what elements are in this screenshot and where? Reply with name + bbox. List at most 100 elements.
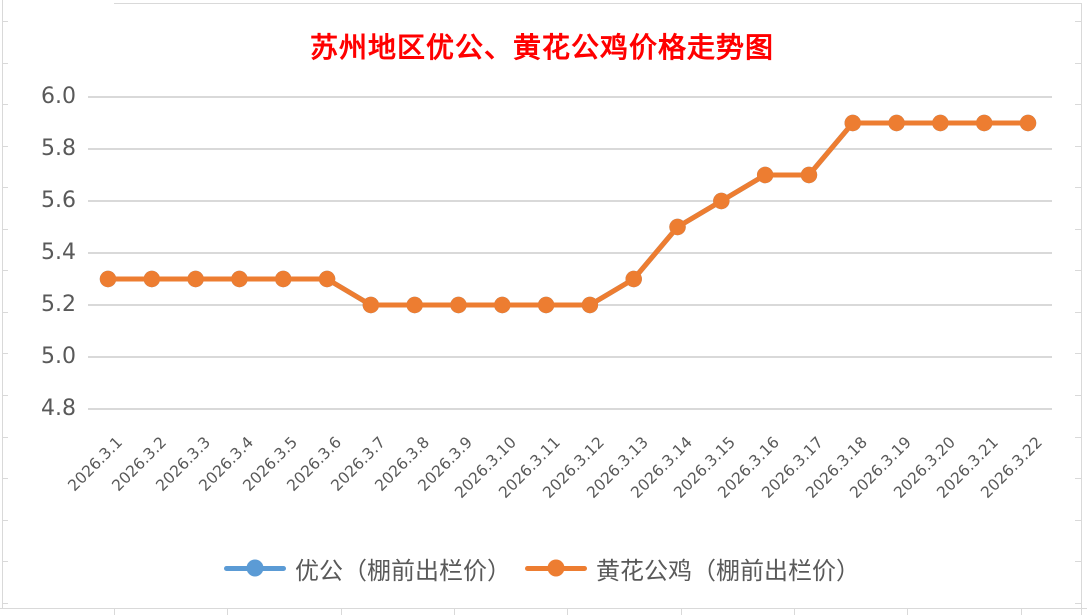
worksheet-row-tick (1075, 561, 1081, 562)
data-point-marker (275, 270, 292, 288)
plot-gridline (88, 304, 1052, 306)
plot-gridline (88, 96, 1052, 98)
data-point-marker (275, 270, 292, 288)
worksheet-row-tick (3, 187, 8, 188)
worksheet-row-tick (3, 395, 8, 396)
data-point-marker (99, 270, 117, 288)
worksheet-row-tick (1075, 478, 1081, 479)
worksheet-row-tick (3, 478, 8, 479)
data-point-marker (800, 166, 818, 184)
data-point-marker (669, 218, 686, 236)
worksheet-column-tick (907, 609, 908, 615)
worksheet-row-tick (3, 229, 8, 230)
chart-title: 苏州地区优公、黄花公鸡价格走势图 (309, 31, 774, 64)
series-line-0 (105, 120, 1031, 308)
data-point-marker (231, 270, 248, 288)
data-point-marker (318, 270, 336, 288)
worksheet-row-tick (1075, 395, 1081, 396)
legend-line-sample-orange (525, 559, 587, 577)
data-point-marker (625, 270, 642, 288)
data-point-marker (143, 270, 161, 288)
data-point-marker (187, 270, 204, 288)
legend-item-yougong[interactable]: 优公（棚前出栏价） (224, 551, 511, 586)
chart-border-bottom (0, 608, 1087, 609)
data-point-marker (669, 218, 686, 236)
data-point-marker (756, 166, 774, 184)
worksheet-column-tick (454, 609, 455, 615)
worksheet-row-tick (3, 104, 8, 105)
data-point-marker (318, 270, 336, 288)
worksheet-row-tick (3, 21, 8, 22)
chart-border-left (2, 0, 3, 608)
worksheet-column-tick (1021, 609, 1022, 615)
worksheet-row-tick (1075, 146, 1081, 147)
worksheet-column-tick (114, 609, 115, 615)
worksheet-column-tick (341, 609, 342, 615)
series-line-1 (105, 120, 1031, 308)
worksheet-row-tick (3, 561, 8, 562)
data-point-marker (625, 270, 642, 288)
legend-item-huanghua-gongji[interactable]: 黄花公鸡（棚前出栏价） (525, 551, 860, 586)
y-axis-tick-label: 4.8 (41, 396, 76, 421)
legend-marker-dot (547, 559, 565, 577)
worksheet-row-tick (1075, 187, 1081, 188)
data-point-marker (756, 166, 774, 184)
worksheet-row-tick (3, 63, 8, 64)
y-axis-tick-label: 5.0 (41, 344, 76, 369)
legend-label-yougong: 优公（棚前出栏价） (295, 556, 511, 585)
worksheet-row-tick (1075, 104, 1081, 105)
y-axis-tick-label: 5.2 (41, 292, 76, 317)
worksheet-column-tick (794, 609, 795, 615)
worksheet-row-tick (1075, 437, 1081, 438)
data-point-marker (231, 270, 248, 288)
worksheet-row-tick (3, 353, 8, 354)
plot-gridline (88, 148, 1052, 150)
worksheet-row-tick (1075, 270, 1081, 271)
plot-gridline (88, 408, 1052, 410)
plot-gridline (88, 200, 1052, 202)
data-point-marker (932, 114, 949, 132)
data-point-marker (1019, 114, 1037, 132)
data-point-marker (975, 114, 993, 132)
worksheet-row-tick (3, 270, 8, 271)
worksheet-row-tick (1075, 603, 1081, 604)
data-point-marker (844, 114, 861, 132)
worksheet-row-tick (1075, 312, 1081, 313)
data-point-marker (187, 270, 204, 288)
legend-label-huanghua-gongji: 黄花公鸡（棚前出栏价） (596, 556, 860, 585)
legend: 优公（棚前出栏价） 黄花公鸡（棚前出栏价） (2, 551, 1082, 585)
chart-border-top (114, 3, 1082, 4)
data-point-marker (932, 114, 949, 132)
y-axis-tick-label: 5.8 (41, 136, 76, 161)
worksheet-row-tick (3, 437, 8, 438)
data-point-marker (99, 270, 117, 288)
y-axis-tick-label: 6.0 (41, 84, 76, 109)
data-point-marker (143, 270, 161, 288)
worksheet-column-tick (681, 609, 682, 615)
chart-border-right (1081, 3, 1082, 615)
data-point-marker (975, 114, 993, 132)
data-point-marker (888, 114, 905, 132)
worksheet-row-tick (1075, 353, 1081, 354)
y-axis-tick-label: 5.4 (41, 240, 76, 265)
worksheet-row-tick (1075, 229, 1081, 230)
legend-line-sample-blue (224, 559, 286, 577)
plot-gridline (88, 252, 1052, 254)
data-point-marker (888, 114, 905, 132)
worksheet-column-tick (227, 609, 228, 615)
y-axis-tick-label: 5.6 (41, 188, 76, 213)
worksheet-row-tick (1075, 520, 1081, 521)
worksheet-row-tick (3, 603, 8, 604)
worksheet-row-tick (3, 146, 8, 147)
worksheet-column-tick (567, 609, 568, 615)
data-point-marker (800, 166, 818, 184)
worksheet-row-tick (3, 312, 8, 313)
data-point-marker (1019, 114, 1037, 132)
plot-gridline (88, 356, 1052, 358)
worksheet-row-tick (1075, 63, 1081, 64)
worksheet-row-tick (3, 520, 8, 521)
worksheet-row-tick (1075, 21, 1081, 22)
data-point-marker (844, 114, 861, 132)
